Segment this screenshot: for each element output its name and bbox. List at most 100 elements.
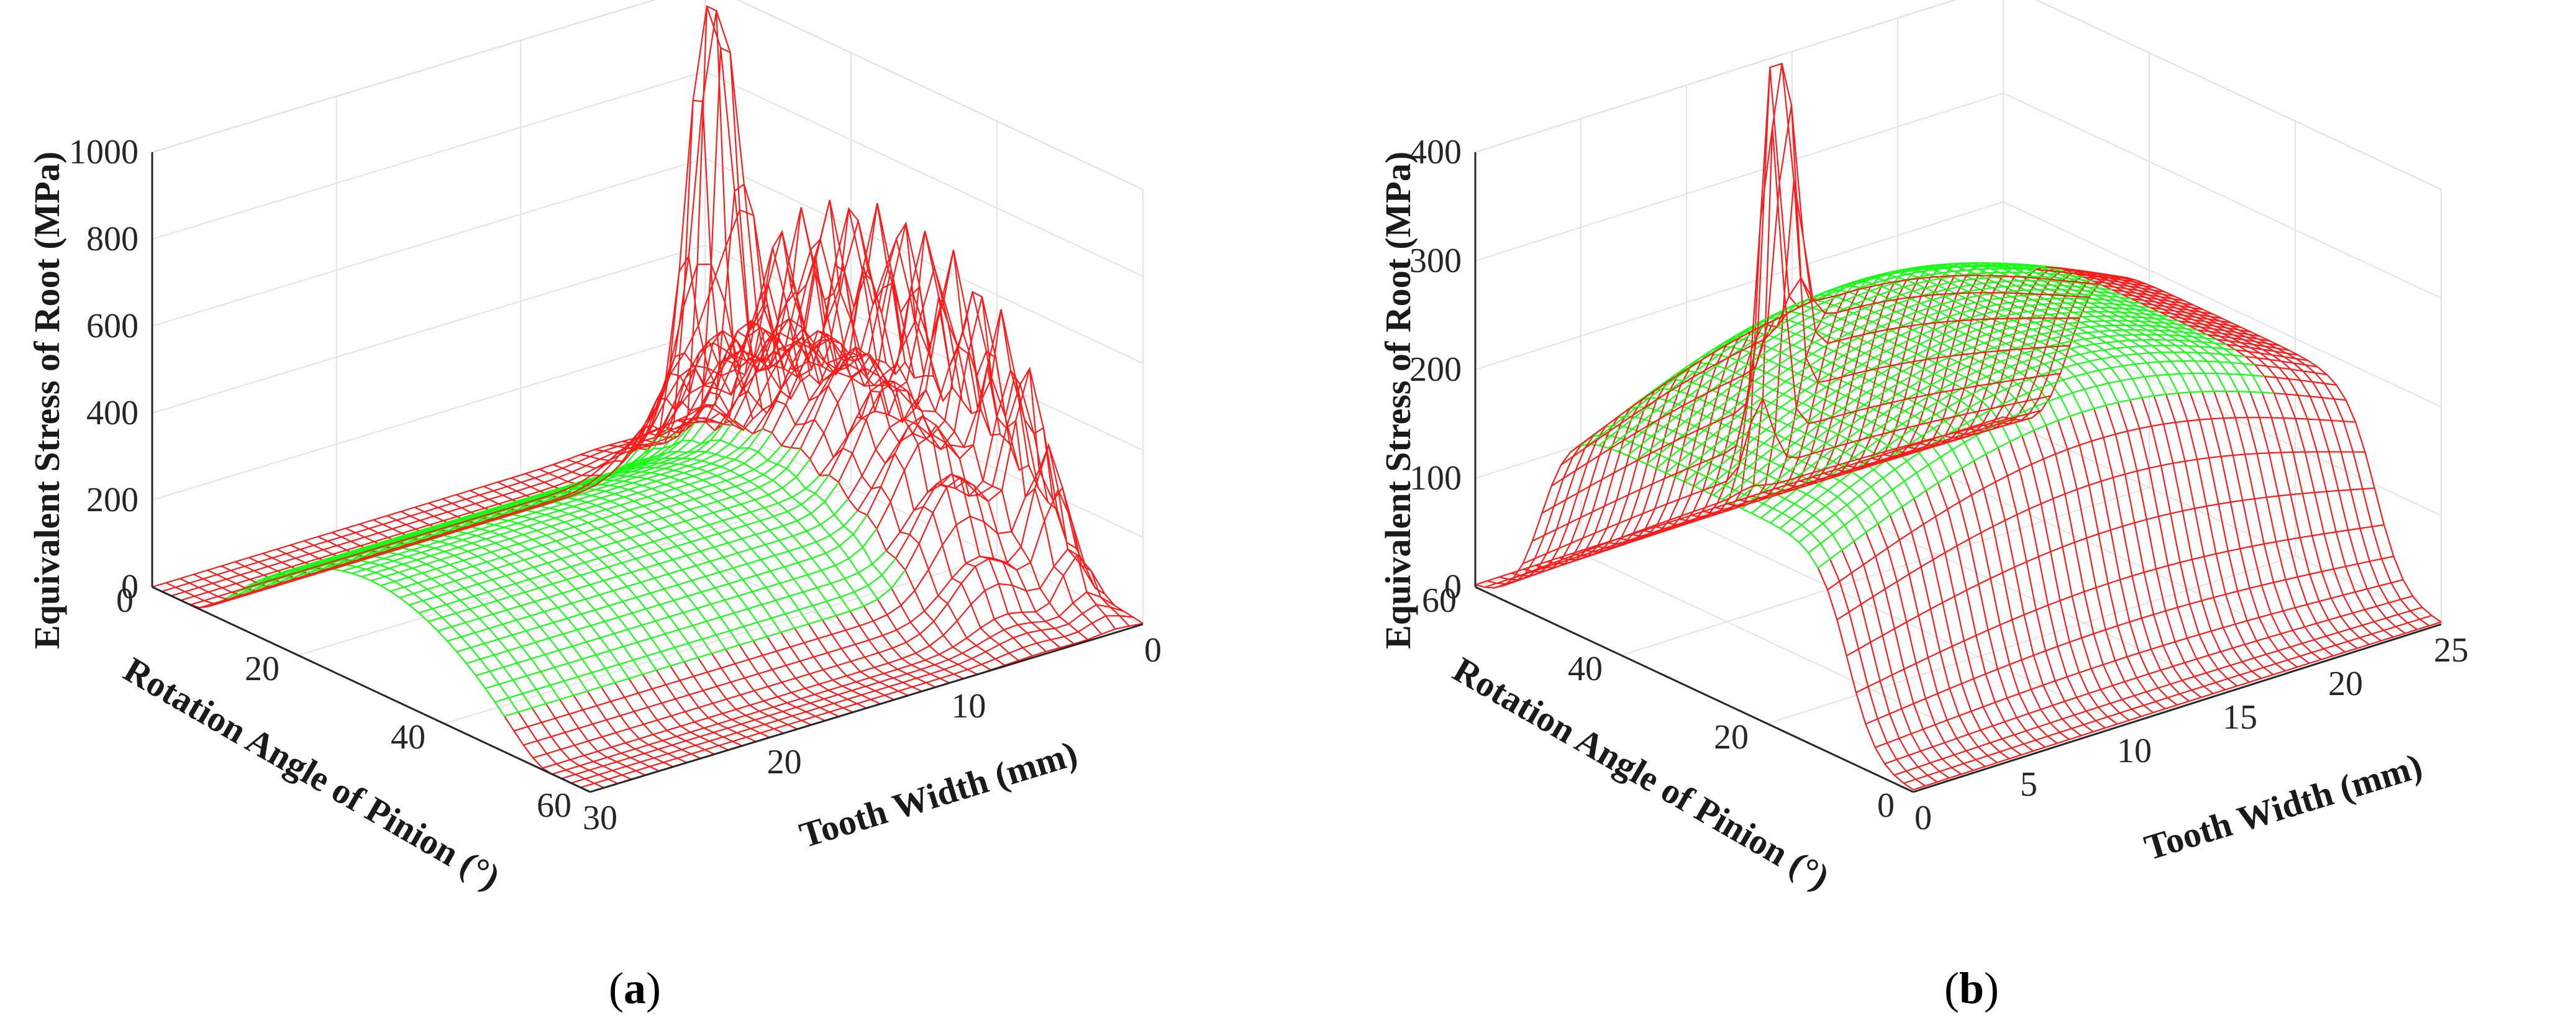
panel-a-mesh-line [586,691,673,768]
panel-a-z-tick-label: 400 [86,394,139,432]
panel-a-mesh-line [766,636,853,713]
panel-b-mesh-line [1884,595,2413,765]
panel-a-mesh-line [714,287,868,431]
panel-a-mesh-line [835,615,922,692]
panel-a-mesh-line [199,263,753,609]
panel-a-mesh-line [739,644,826,722]
panel-a-mesh-line [600,686,688,763]
panel-a-mesh-line [752,203,906,435]
panel-a-mesh-line [808,624,894,701]
panel-b-mesh-line [1532,127,2061,542]
panel-b-mesh-line [1732,320,2189,505]
panel-b-ygrid-floor [1767,555,2296,724]
panel-b-mesh-line [1713,311,2170,496]
panel-a-mesh-line [838,330,991,483]
panel-b-mesh-line [2083,276,2156,289]
panel-b-mesh-line [1943,267,2382,642]
panel-b-mesh-line [2159,311,2232,324]
panel-b-mesh-line [2188,324,2260,337]
panel-b-mesh-line [1665,288,2122,474]
panel-a-mesh-line [514,468,1068,732]
panel-b-mesh-line [1511,425,1608,577]
panel-b-mesh-line [2121,293,2194,306]
panel-a-axes [151,152,1144,793]
panel-b-mesh-line [1836,451,2365,621]
panel-b-x-tick-label: 10 [2117,732,2152,770]
panel-a-y-tick-label: 40 [391,718,426,757]
panel-a-mesh-line [531,707,618,785]
panel-b-mesh-line [1931,266,2370,645]
panel-a-mesh-line [781,223,934,447]
panel-a-mesh-line [257,435,658,583]
panel-a-mesh-line [794,627,881,705]
panel-b-mesh-line [2093,280,2165,293]
panel-b-x-axis-line [1913,623,2442,793]
panel-b-mesh-line [2245,355,2318,368]
panel-b-mesh-line [1675,293,2132,478]
panel-a-x-tick-label: 10 [951,687,986,726]
panel-a-mesh-line [580,615,1134,788]
panel-a-x-tick-label: 0 [1144,631,1162,670]
panel-a-mesh-line [580,355,1019,662]
panel-b-mesh-line [1865,555,2394,725]
panel-b-surface [1475,63,2442,791]
panel-a-z-tick-label: 800 [86,220,139,258]
panel-b-z-tick-label: 0 [1444,568,1462,606]
panel-b-mesh-line [1789,351,2246,535]
panel-b-mesh-line [1770,339,2227,524]
panel-a-ygrid-floor [444,555,998,724]
panel-a-mesh-line [885,368,1039,552]
panel-b-mesh-line [1522,395,2051,565]
panel-a-zgrid [152,0,1144,190]
panel-b-mesh-line [2178,320,2251,333]
panel-a-mesh-line [171,416,725,597]
panel-a-mesh-line [189,404,744,606]
panel-a-mesh-line [466,514,868,664]
panel-a-mesh-line [891,588,978,675]
panel-a-mesh-line [361,428,763,578]
panel-b-xgrid-floor [1791,486,2231,692]
panel-b-mesh-line [1903,614,2432,785]
panel-b-xgrid-floor [1580,553,2019,759]
panel-b-mesh-line [1494,419,2023,589]
panel-b-mesh-line [1475,416,2004,586]
panel-b-mesh-line [1703,306,2160,491]
panel-b-mesh-line [1646,280,2103,465]
panel-b-zgrid [1475,0,2442,190]
panel-a-mesh-line [628,678,715,755]
panel-b-mesh-line [2273,392,2346,401]
panel-a-mesh-line [642,674,729,751]
panel-b-mesh-line [1484,419,2013,588]
panel-b-mesh-line [1827,417,2356,591]
panel-a-mesh-line [399,448,801,599]
panel-a-mesh-line [428,474,830,622]
panel-a-x-tick-label: 20 [767,743,802,781]
panel-b-mesh-line [2207,334,2280,347]
panel-a-mesh-line [614,682,701,759]
panel-a-z-tick-label: 0 [121,568,139,606]
panel-b-y-tick-label: 0 [1877,786,1895,825]
panel-b-y-tick-label: 60 [1422,581,1457,620]
panel-a-caption: (a) [609,963,661,1013]
panel-a-mesh-line [571,604,1124,784]
panel-a-mesh-line [228,452,630,598]
panel-b-mesh-line [1875,579,2403,748]
panel-b-caption: (b) [1944,963,1999,1013]
panel-a-mesh-line [352,433,753,575]
panel-b-mesh-line [1750,329,2208,514]
panel-b-x-tick-label: 15 [2223,698,2257,737]
panel-b-mesh-line [2236,349,2308,362]
panel-a-ygrid-floor [298,487,852,656]
panel-b-mesh-line [1798,360,2255,543]
panel-a-mesh-line [638,303,791,450]
panel-a-mesh-line [389,447,792,592]
panel-a-mesh-line [494,558,896,703]
panel-a-mesh-line [876,599,964,680]
panel-a-y-tick-label: 60 [537,786,571,825]
panel-a-mesh-line [542,548,1096,769]
panel-b-mesh-line [2169,316,2242,329]
panel-a-x-axis-line [589,623,1144,793]
panel-b-mesh-line [1693,302,2150,487]
